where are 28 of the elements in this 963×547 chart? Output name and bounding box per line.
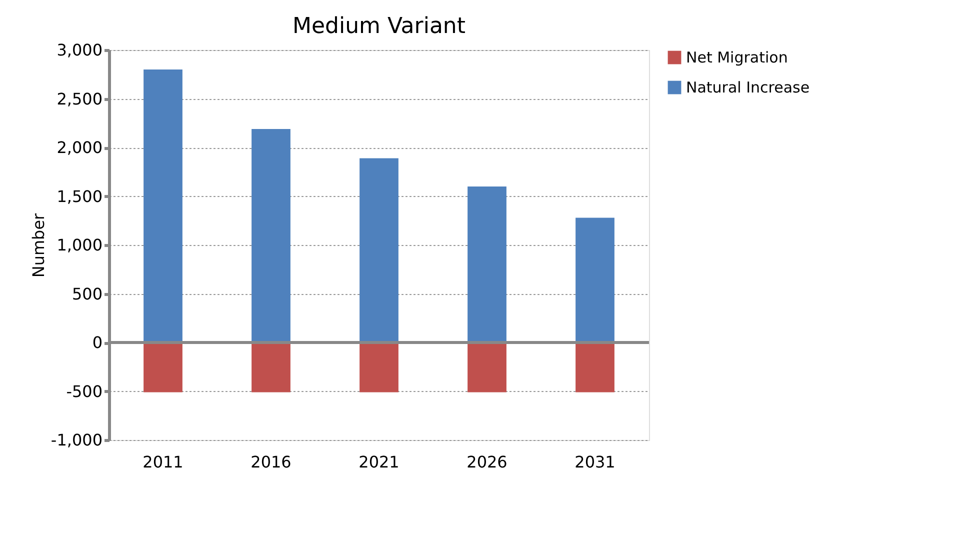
bar [468,186,506,342]
bar [144,70,182,342]
bar [144,342,182,392]
y-tick-label: 0 [92,333,102,352]
bar [360,158,398,342]
chart-title: Medium Variant [292,14,466,39]
bar [576,342,614,392]
y-tick-label: 2,000 [56,138,102,157]
y-tick-label: 2,500 [56,89,102,108]
bar [252,342,290,392]
y-tick-label: 1,000 [56,236,102,254]
x-tick-label: 2031 [574,452,616,472]
y-axis-title: Number [28,212,48,278]
x-tick-label: 2021 [358,452,400,472]
bar [252,128,290,342]
bar [360,342,398,392]
x-tick-label: 2026 [466,452,508,472]
y-tick-label: -500 [66,382,102,401]
x-tick-label: 2011 [142,452,184,472]
x-tick-label: 2016 [250,452,292,472]
y-tick-label: -1,000 [50,430,102,450]
y-tick-label: 500 [72,284,102,304]
legend-label: Natural Increase [686,78,810,96]
bar [576,218,614,342]
bar [468,342,506,392]
y-tick-label: 3,000 [56,40,102,60]
y-tick-label: 1,500 [56,186,102,206]
legend-label: Net Migration [686,48,788,66]
